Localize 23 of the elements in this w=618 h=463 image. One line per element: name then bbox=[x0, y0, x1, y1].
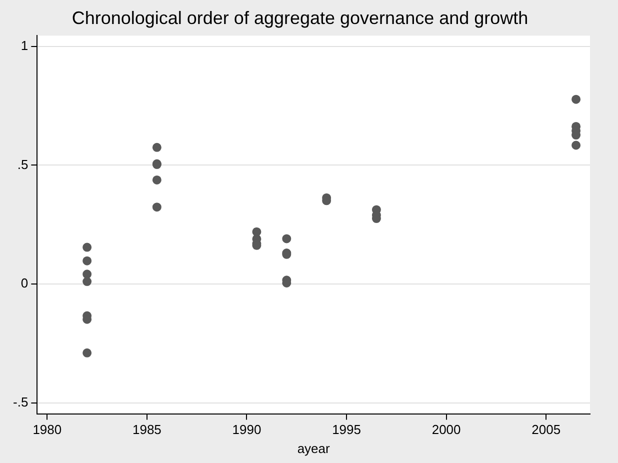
point bbox=[152, 202, 162, 212]
y-tick-label: .5 bbox=[17, 156, 28, 172]
x-tick-label: 2005 bbox=[532, 422, 561, 438]
x-tick-label: 1995 bbox=[332, 422, 361, 438]
x-axis-title: ayear bbox=[297, 440, 331, 456]
x-tick-label: 1980 bbox=[32, 422, 62, 438]
point bbox=[82, 256, 92, 266]
x-tick-label: 1990 bbox=[232, 422, 262, 438]
point bbox=[82, 270, 92, 279]
y-tick-label: -.5 bbox=[13, 394, 28, 410]
chart-title: Chronological order of aggregate governance and growth bbox=[72, 8, 528, 28]
y-tick-label: 0 bbox=[20, 276, 28, 291]
point bbox=[282, 234, 292, 244]
x-tick-label: 2000 bbox=[432, 422, 461, 438]
x-tick-label: 1985 bbox=[132, 422, 162, 438]
point bbox=[152, 175, 162, 184]
point bbox=[82, 277, 92, 286]
point bbox=[82, 242, 92, 252]
y-tick-label: 1 bbox=[20, 38, 28, 53]
point bbox=[152, 142, 162, 152]
point bbox=[572, 140, 581, 150]
point bbox=[82, 348, 92, 358]
point bbox=[572, 94, 581, 104]
